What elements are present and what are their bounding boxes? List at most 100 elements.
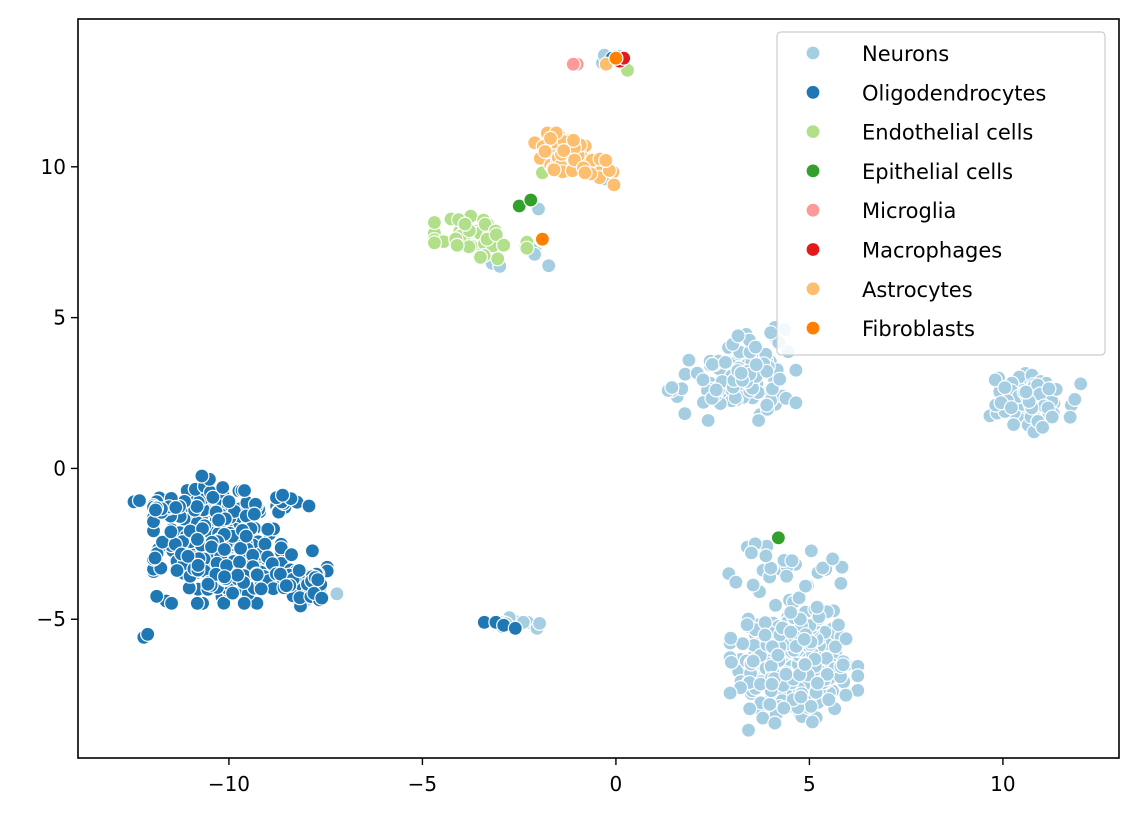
data-point [664,379,680,396]
data-point [723,654,740,671]
data-point [850,668,866,684]
data-point [809,599,825,615]
data-point [743,545,760,561]
data-point [236,482,253,499]
data-point [824,551,841,567]
data-point [723,630,739,646]
data-point [838,687,854,703]
data-point [164,595,180,611]
data-point [809,675,826,691]
data-point [283,547,300,563]
data-point [216,569,233,585]
data-point [838,631,854,647]
data-point [304,543,320,559]
x-tick-label: 0 [610,772,623,796]
data-point [257,536,273,552]
data-point [426,214,442,231]
data-point [249,567,265,583]
data-point [1034,419,1051,435]
data-point [767,597,784,613]
data-point [762,696,778,713]
data-point [472,249,489,265]
data-point [784,553,800,569]
y-tick-label: 0 [53,456,66,480]
data-point [783,604,799,621]
y-tick-label: −5 [37,607,66,631]
series-oligodendrocytes [126,50,620,645]
data-point [733,365,749,381]
x-tick-label: −10 [208,772,250,796]
data-point [537,143,553,160]
data-point [606,177,622,193]
data-point [149,588,165,604]
data-point [835,657,851,673]
data-point [681,352,697,368]
data-point [763,325,779,341]
data-point [230,567,246,583]
data-point [764,676,780,692]
data-point [708,382,724,398]
data-point [189,498,205,515]
data-point [788,395,804,411]
data-point [314,590,330,606]
data-point [556,143,572,159]
data-point [169,562,185,579]
x-tick-label: −5 [408,772,437,796]
legend-marker [805,281,821,297]
data-point [717,354,734,370]
data-point [776,700,792,716]
data-point [203,539,220,555]
data-point [225,585,241,601]
data-point [275,487,291,503]
data-point [745,653,761,669]
data-point [778,666,794,682]
data-point [757,627,773,643]
data-point [739,617,755,633]
data-point [565,56,581,72]
data-point [770,647,786,663]
data-point [598,152,614,168]
y-axis: −5 0 5 10 [37,155,78,631]
data-point [821,692,837,708]
data-point [236,595,252,611]
data-point [772,371,788,387]
data-point [147,550,163,566]
data-point [767,715,783,731]
data-point [797,578,814,594]
data-point [577,165,593,181]
data-point [1003,400,1020,416]
data-point [523,192,539,208]
data-point [833,575,849,592]
data-point [278,578,294,594]
data-point [797,656,813,673]
data-point [747,339,764,355]
legend: Neurons Oligodendrocytes Endothelial cells… [776,31,1106,356]
data-point [1041,381,1057,397]
x-axis: −10 −5 0 5 10 [208,758,1016,796]
x-tick-label: 5 [803,772,816,796]
data-point [205,489,221,505]
data-point [542,130,559,146]
data-point [190,557,206,574]
data-point [730,328,746,344]
legend-label: Oligodendrocytes [862,81,1046,105]
data-point [748,357,764,373]
legend-label: Fibroblasts [862,317,975,341]
data-points [126,47,1089,738]
data-point [541,258,557,274]
data-point [815,560,831,576]
legend-label: Macrophages [862,239,1002,263]
data-point [608,50,624,66]
data-point [490,251,506,267]
data-point [1018,384,1034,400]
data-point [796,631,812,648]
data-point [301,498,317,514]
data-point [329,586,345,602]
data-point [759,397,775,413]
data-point [260,521,276,537]
data-point [488,227,504,243]
data-point [742,701,758,717]
data-point [1067,391,1083,407]
legend-marker [805,163,821,179]
data-point [163,524,179,540]
